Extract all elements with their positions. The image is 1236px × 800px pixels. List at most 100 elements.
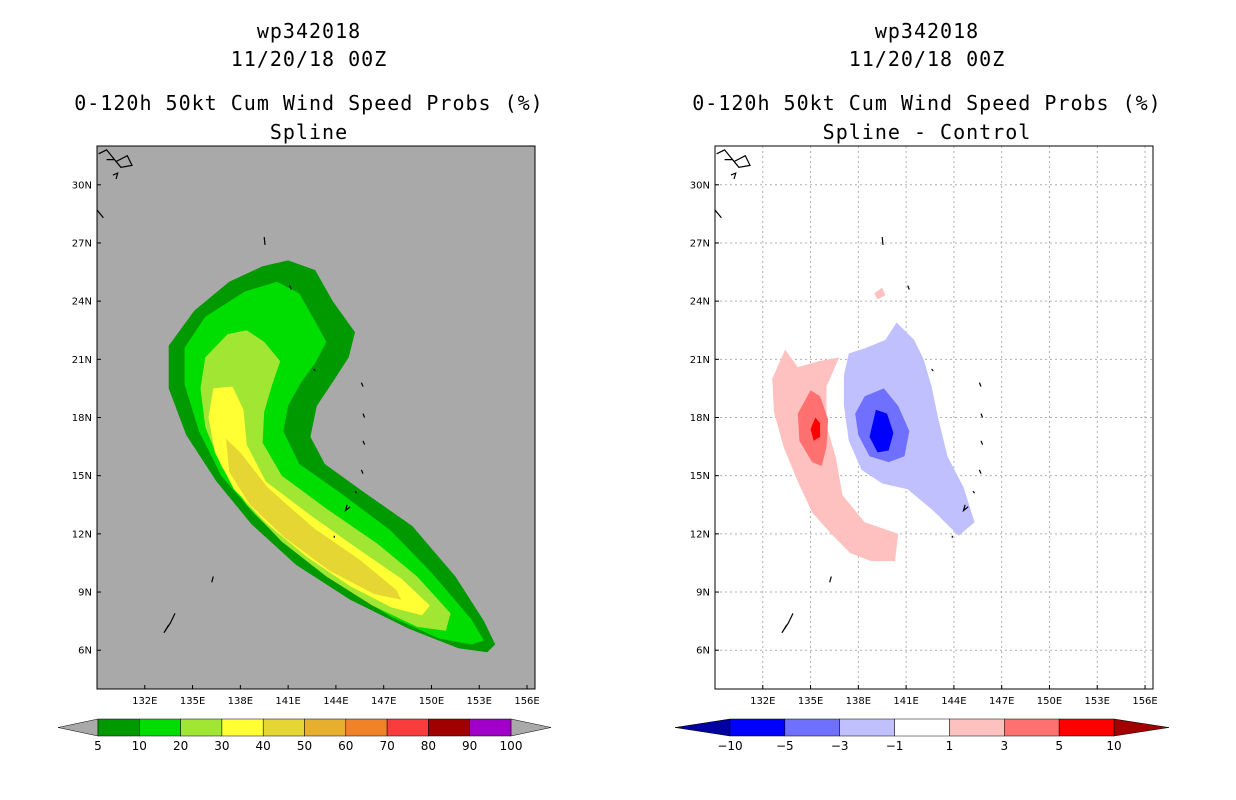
left-coastline-14 — [163, 613, 176, 634]
right-colorbar-arrow-right — [1113, 718, 1170, 737]
right-colorbar-label-5: 3 — [1000, 739, 1008, 753]
left-coastline-13 — [211, 576, 214, 583]
right-contour--5--10-6 — [869, 409, 894, 453]
left-ytick-label-15N: 15N — [72, 471, 92, 482]
right-coastline-10 — [972, 490, 976, 494]
right-xtick-label-150E: 150E — [1037, 696, 1062, 707]
left-ytick-label-30N: 30N — [72, 180, 92, 191]
right-ytick-label-6N: 6N — [696, 646, 710, 657]
right-xtick-label-153E: 153E — [1085, 696, 1110, 707]
left-ytick-label-9N: 9N — [78, 588, 92, 599]
right-coastline-11 — [962, 504, 969, 513]
right-colorbar-label-7: 10 — [1106, 739, 1121, 753]
right-ytick-label-18N: 18N — [690, 413, 710, 424]
right-ytick-label-27N: 27N — [690, 238, 710, 249]
left-coastline-9 — [360, 469, 364, 474]
left-colorbar-box-8 — [428, 718, 470, 737]
right-title-storm: wp342018 — [874, 19, 980, 43]
right-title-product: 0-120h 50kt Cum Wind Speed Probs (%) — [692, 91, 1162, 115]
left-colorbar-box-3 — [221, 718, 264, 737]
left-ytick-label-21N: 21N — [72, 355, 92, 366]
left-coastline-6 — [360, 382, 364, 387]
left-coastline-4 — [289, 285, 292, 290]
left-colorbar-label-9: 90 — [462, 739, 477, 753]
left-coastline-11 — [344, 504, 351, 513]
left-colorbar-arrow-right — [510, 718, 552, 737]
right-colorbar-box-2 — [839, 718, 895, 737]
left-colorbar-label-10: 100 — [500, 739, 523, 753]
left-colorbar-box-1 — [139, 718, 181, 737]
right-coastline-9 — [978, 469, 982, 474]
right-colorbar-label-2: −3 — [831, 739, 849, 753]
right-colorbar-box-1 — [784, 718, 840, 737]
left-coastline-5 — [313, 368, 316, 372]
right-colorbar-box-3 — [894, 718, 950, 737]
left-contour-20-30-2 — [200, 330, 451, 631]
left-ytick-label-18N: 18N — [72, 413, 92, 424]
right-chart-panel: wp342018 11/20/18 00Z 0-120h 50kt Cum Wi… — [618, 0, 1236, 800]
left-ytick-label-12N: 12N — [72, 529, 92, 540]
left-xtick-label-141E: 141E — [275, 696, 300, 707]
right-coastline-0 — [716, 149, 751, 168]
left-xtick-label-135E: 135E — [180, 696, 205, 707]
right-colorbar-box-4 — [949, 718, 1005, 737]
right-coastline-8 — [980, 440, 984, 445]
left-colorbar-box-2 — [180, 718, 223, 737]
left-xtick-label-132E: 132E — [132, 696, 157, 707]
left-coastline-3 — [263, 237, 266, 245]
left-xtick-label-147E: 147E — [371, 696, 396, 707]
left-xtick-label-153E: 153E — [467, 696, 492, 707]
left-title-time: 11/20/18 00Z — [230, 47, 388, 71]
right-coastline-14 — [781, 613, 794, 634]
right-xtick-label-135E: 135E — [798, 696, 823, 707]
right-coastline-1 — [730, 172, 737, 180]
right-colorbar-label-6: 5 — [1055, 739, 1063, 753]
right-colorbar-box-0 — [729, 718, 786, 737]
left-xtick-label-144E: 144E — [323, 696, 348, 707]
left-colorbar-label-2: 20 — [173, 739, 188, 753]
right-coastline-5 — [931, 368, 934, 372]
left-colorbar-box-6 — [345, 718, 388, 737]
left-colorbar-label-3: 30 — [214, 739, 229, 753]
right-xtick-label-156E: 156E — [1132, 696, 1157, 707]
right-colorbar-label-0: −10 — [717, 739, 742, 753]
left-title-storm: wp342018 — [256, 19, 362, 43]
right-coastline-4 — [907, 285, 910, 290]
left-xtick-label-150E: 150E — [419, 696, 444, 707]
right-coastline-6 — [978, 382, 982, 387]
right-colorbar-arrow-left — [674, 718, 731, 737]
left-colorbar-box-7 — [386, 718, 429, 737]
right-contour-1-3-1 — [874, 287, 886, 300]
right-contour-5-10-3 — [810, 417, 821, 441]
left-ytick-label-27N: 27N — [72, 238, 92, 249]
left-colorbar-box-4 — [262, 718, 305, 737]
left-colorbar: 5 10 20 30 40 50 60 70 80 90 100 — [57, 718, 552, 753]
left-title-product: 0-120h 50kt Cum Wind Speed Probs (%) — [74, 91, 544, 115]
right-ytick-label-21N: 21N — [690, 355, 710, 366]
left-title-model: Spline — [269, 120, 349, 144]
right-coastline-7 — [980, 413, 984, 418]
right-map: 132E 135E 138E 141E 144E 147E 150E 153E 156E 6N 9N… — [690, 145, 1158, 707]
left-coastline-7 — [362, 413, 366, 418]
left-colorbar-label-0: 5 — [94, 739, 102, 753]
left-colorbar-arrow-left — [57, 718, 99, 737]
left-xtick-label-138E: 138E — [228, 696, 253, 707]
right-xtick-label-144E: 144E — [941, 696, 966, 707]
right-coastline-3 — [881, 237, 884, 245]
left-coastline-2 — [97, 209, 104, 219]
right-colorbar-box-5 — [1004, 718, 1060, 737]
right-coastline-2 — [715, 209, 722, 219]
left-colorbar-label-7: 70 — [379, 739, 394, 753]
left-colorbar-box-9 — [469, 718, 512, 737]
left-plot-area — [97, 149, 496, 653]
left-chart-panel: wp342018 11/20/18 00Z 0-120h 50kt Cum Wi… — [74, 19, 544, 144]
left-colorbar-label-5: 50 — [297, 739, 312, 753]
right-colorbar-box-6 — [1058, 718, 1115, 737]
right-xtick-label-138E: 138E — [846, 696, 871, 707]
left-map: 132E 135E 138E 141E 144E 147E 150E 153E 156E 6N 9N… — [72, 145, 540, 707]
left-coastline-1 — [112, 172, 119, 180]
left-ytick-label-6N: 6N — [78, 646, 92, 657]
right-xtick-label-132E: 132E — [750, 696, 775, 707]
right-contour-1-3-0 — [772, 349, 899, 561]
